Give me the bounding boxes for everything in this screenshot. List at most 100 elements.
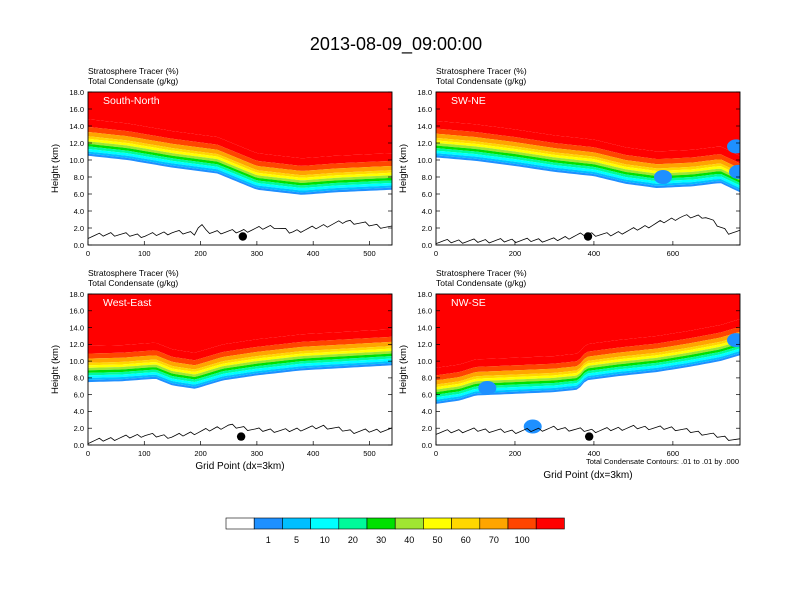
tracer-top-region [88,92,392,159]
colorbar-label: 20 [348,535,358,545]
panel-subtitle-condensate: Total Condensate (g/kg) [88,278,178,288]
y-tick-label: 16.0 [417,307,432,316]
x-tick-label: 400 [588,249,601,258]
x-axis-label: Grid Point (dx=3km) [543,470,632,481]
panel-1: South-North Stratosphere Tracer (%)Total … [50,66,393,258]
y-tick-label: 4.0 [74,407,84,416]
tracer-band-11 [436,353,740,404]
y-tick-label: 10.0 [417,156,432,165]
tracer-band-6 [88,141,392,183]
colorbar-label: 30 [376,535,386,545]
colorbar-swatch-4 [310,517,340,530]
colorbar-label: 70 [489,535,499,545]
tracer-band-7 [88,143,392,186]
x-tick-label: 200 [509,249,522,258]
x-tick-label: 500 [363,449,376,458]
location-marker [583,232,593,241]
colorbar-swatch-2 [253,517,283,530]
colorbar-swatch-1 [225,517,255,530]
x-tick-label: 500 [363,249,376,258]
tracer-band-2 [436,326,740,381]
colorbar-label: 50 [432,535,442,545]
y-tick-label: 2.0 [422,224,432,233]
tracer-band-8 [436,148,740,186]
colorbar-swatch-6 [366,517,396,530]
tracer-band-6 [88,351,392,377]
tracer-band-1 [436,319,740,376]
tracer-band-6 [436,143,740,181]
y-tick-label: 2.0 [74,224,84,233]
panel-label: South-North [103,95,160,107]
y-tick-label: 18.0 [417,88,432,97]
colorbar-swatch-12 [535,517,565,530]
tracer-band-2 [88,336,392,366]
y-tick-label: 8.0 [422,173,432,182]
panel-frame [435,91,741,246]
tracer-band-4 [436,335,740,388]
tracer-band-3 [88,341,392,370]
x-tick-label: 0 [86,249,90,258]
tracer-band-4 [436,137,740,176]
y-tick-label: 14.0 [417,122,432,131]
tracer-band-8 [88,356,392,382]
tracer-band-10 [88,361,392,387]
location-marker [236,432,246,441]
y-tick-label: 6.0 [422,190,432,199]
colorbar-label: 40 [404,535,414,545]
y-tick-label: 10.0 [69,156,84,165]
y-tick-label: 6.0 [422,390,432,399]
x-tick-label: 300 [251,249,264,258]
figure-title: 2013-08-09_09:00:00 [310,34,482,55]
tracer-band-7 [436,343,740,395]
tracer-band-7 [88,353,392,380]
panel-subtitle-condensate: Total Condensate (g/kg) [436,76,526,86]
colorbar-swatch-3 [282,517,311,530]
tracer-blob-3 [523,419,542,434]
colorbar-swatch-8 [423,517,452,530]
tracer-blob-2 [727,333,740,348]
y-tick-label: 2.0 [422,424,432,433]
tracer-band-5 [436,338,740,390]
tracer-band-5 [88,138,392,181]
panel-subtitle-condensate: Total Condensate (g/kg) [436,278,526,288]
tracer-blob-3 [654,170,673,184]
tracer-band-10 [436,153,740,191]
y-tick-label: 16.0 [69,105,84,114]
tracer-band-1 [88,329,392,361]
colorbar-label: 1 [266,535,271,545]
panel-subtitle-tracer: Stratosphere Tracer (%) [88,66,179,76]
y-axis-label: Height (km) [398,345,409,394]
y-tick-label: 4.0 [422,207,432,216]
x-tick-label: 400 [307,449,320,458]
tracer-band-9 [88,148,392,191]
y-tick-label: 10.0 [69,357,84,366]
tracer-band-7 [436,145,740,183]
y-tick-label: 8.0 [74,173,84,182]
x-tick-label: 200 [194,449,207,458]
tracer-band-10 [88,151,392,193]
panel-frame [87,91,393,246]
colorbar-label: 10 [320,535,330,545]
tracer-top-region [436,92,740,156]
y-tick-label: 0.0 [74,241,84,250]
tracer-band-5 [88,348,392,375]
x-tick-label: 600 [667,249,680,258]
y-tick-label: 4.0 [74,207,84,216]
y-tick-label: 0.0 [74,441,84,450]
panel-label: West-East [103,297,151,309]
colorbar-swatch-7 [394,517,424,530]
tracer-band-10 [436,351,740,402]
x-tick-label: 0 [434,449,438,458]
y-tick-label: 6.0 [74,190,84,199]
panel-subtitle-tracer: Stratosphere Tracer (%) [436,66,527,76]
terrain-line [436,424,740,441]
colorbar-label: 60 [461,535,471,545]
y-tick-label: 2.0 [74,424,84,433]
tracer-blob-1 [478,380,497,395]
tracer-fill [88,92,392,241]
tracer-band-9 [436,150,740,189]
x-tick-label: 300 [251,449,264,458]
y-tick-label: 0.0 [422,441,432,450]
x-tick-label: 200 [194,249,207,258]
